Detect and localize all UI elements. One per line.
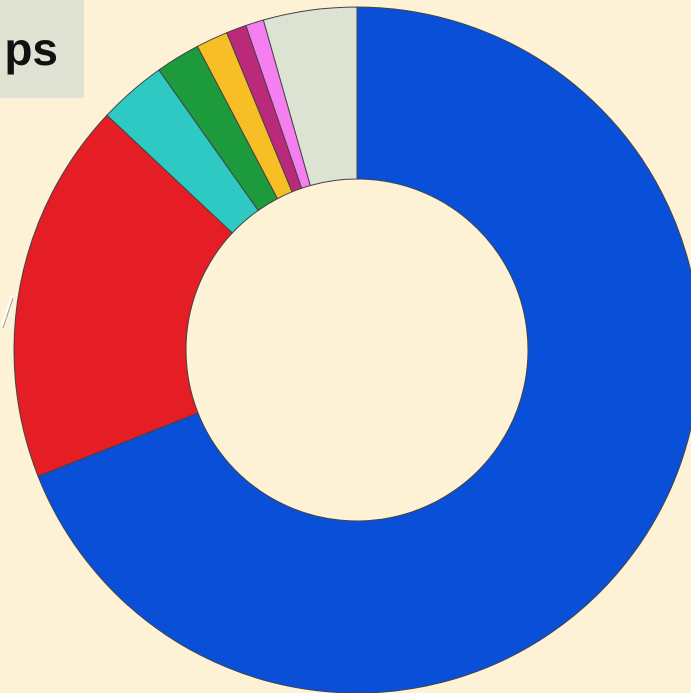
edge-tick-mark bbox=[1, 295, 14, 329]
donut-slice-2 bbox=[13, 114, 234, 477]
donut-slices bbox=[13, 6, 691, 693]
donut-slice-8 bbox=[262, 6, 358, 187]
chart-title-fragment: ps bbox=[4, 23, 58, 75]
donut-slice-1 bbox=[37, 6, 691, 693]
title-box: ps bbox=[0, 0, 84, 98]
